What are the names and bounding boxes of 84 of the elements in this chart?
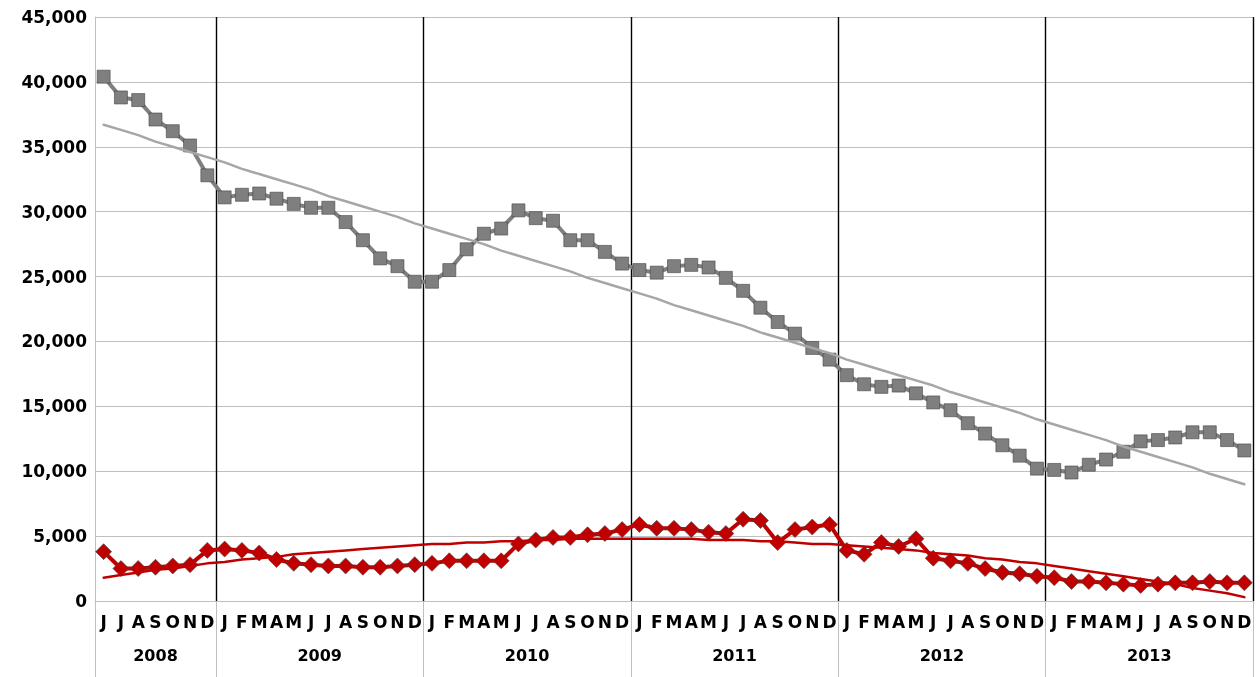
x-tick-label: D <box>615 611 630 632</box>
x-tick-label: M <box>1080 611 1098 632</box>
y-tick-label: 25,000 <box>21 266 88 287</box>
x-tick-label: O <box>787 611 803 632</box>
x-tick-label: S <box>356 611 370 632</box>
x-tick-label: A <box>753 611 768 632</box>
x-tick-label: A <box>961 611 976 632</box>
x-tick-label: M <box>250 611 268 632</box>
x-tick-label: D <box>822 611 837 632</box>
x-tick-label: J <box>427 611 436 632</box>
x-tick-label: A <box>1099 611 1114 632</box>
y-tick-label: 35,000 <box>21 136 88 157</box>
x-tick-label: D <box>200 611 215 632</box>
x-tick-label: M <box>492 611 510 632</box>
y-tick-label: 30,000 <box>21 201 88 222</box>
y-tick-label: 5,000 <box>33 526 88 547</box>
x-tick-label: J <box>531 611 539 632</box>
text: 2012 <box>919 645 965 665</box>
x-tick-label: J <box>635 611 643 632</box>
y-tick-label: 10,000 <box>21 461 88 482</box>
x-tick-label: D <box>407 611 422 632</box>
x-tick-label: N <box>182 611 198 632</box>
x-tick-label: M <box>285 611 303 632</box>
x-tick-label: A <box>684 611 699 632</box>
x-tick-label: J <box>1153 611 1162 632</box>
x-tick-label: J <box>1136 611 1144 632</box>
x-tick-label: M <box>907 611 925 632</box>
x-tick-label: M <box>872 611 890 632</box>
y-tick-label: 0 <box>75 591 88 611</box>
x-tick-label: O <box>995 611 1010 632</box>
x-tick-label: N <box>597 611 612 632</box>
y-tick-label: 20,000 <box>21 331 88 352</box>
x-tick-label: J <box>842 611 850 632</box>
x-tick-label: A <box>546 611 561 632</box>
x-tick-label: A <box>892 611 907 632</box>
x-tick-label: J <box>738 611 747 632</box>
x-tick-label: F <box>858 611 870 632</box>
x-tick-label: J <box>1050 611 1058 632</box>
x-tick-label: A <box>1168 611 1183 632</box>
x-tick-label: O <box>165 611 180 632</box>
x-tick-label: J <box>929 611 937 632</box>
text: 2013 <box>1127 645 1172 665</box>
y-tick-label: 40,000 <box>21 71 88 92</box>
x-tick-label: J <box>514 611 522 632</box>
y-tick-label: 45,000 <box>21 7 88 27</box>
x-tick-label: M <box>665 611 683 632</box>
x-tick-label: D <box>1029 611 1045 632</box>
x-tick-label: S <box>978 611 992 632</box>
x-tick-label: S <box>771 611 784 632</box>
x-tick-label: F <box>236 611 248 632</box>
x-tick-label: N <box>1219 611 1235 632</box>
x-tick-label: N <box>805 611 820 632</box>
x-tick-label: A <box>477 611 492 632</box>
x-tick-label: D <box>1237 611 1252 632</box>
x-tick-label: M <box>700 611 718 632</box>
x-tick-label: O <box>580 611 595 632</box>
text: 2011 <box>712 645 757 665</box>
x-tick-label: S <box>564 611 577 632</box>
text: 2008 <box>133 645 178 665</box>
x-tick-label: N <box>1012 611 1027 632</box>
line-series <box>102 123 1246 486</box>
x-tick-label: S <box>1186 611 1199 632</box>
x-tick-label: A <box>131 611 146 632</box>
x-tick-label: F <box>1065 611 1078 632</box>
x-tick-label: J <box>306 611 315 632</box>
x-tick-label: M <box>1114 611 1132 632</box>
x-tick-label: F <box>650 611 663 632</box>
x-tick-label: F <box>443 611 456 632</box>
x-tick-label: O <box>372 611 388 632</box>
x-tick-label: J <box>220 611 228 632</box>
y-tick-label: 15,000 <box>21 396 88 417</box>
x-tick-label: J <box>99 611 107 632</box>
x-tick-label: A <box>339 611 354 632</box>
text: 2010 <box>504 645 550 665</box>
x-tick-label: A <box>269 611 284 632</box>
x-tick-label: N <box>390 611 405 632</box>
x-tick-label: J <box>324 611 332 632</box>
x-tick-label: J <box>721 611 730 632</box>
x-tick-label: J <box>946 611 954 632</box>
x-tick-label: O <box>1202 611 1218 632</box>
text: 2009 <box>297 645 342 665</box>
x-tick-label: M <box>458 611 476 632</box>
x-tick-label: S <box>149 611 162 632</box>
x-tick-label: J <box>116 611 125 632</box>
